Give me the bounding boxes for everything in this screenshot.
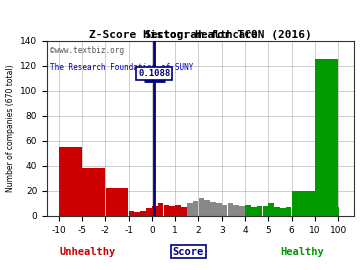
Bar	[274, 207, 280, 216]
Y-axis label: Number of companies (670 total): Number of companies (670 total)	[5, 65, 14, 192]
Bar	[257, 206, 262, 216]
Text: The Research Foundation of SUNY: The Research Foundation of SUNY	[50, 63, 194, 72]
Bar	[187, 204, 193, 216]
Bar	[146, 208, 152, 216]
Bar	[245, 205, 251, 216]
Bar	[163, 205, 169, 216]
Text: Healthy: Healthy	[280, 247, 324, 256]
Bar	[239, 206, 245, 216]
Bar	[129, 211, 134, 216]
Bar	[181, 207, 187, 216]
Bar	[262, 206, 268, 216]
Bar	[251, 207, 257, 216]
Text: Sector: Healthcare: Sector: Healthcare	[144, 31, 257, 40]
Bar	[216, 204, 222, 216]
Text: ©www.textbiz.org: ©www.textbiz.org	[50, 46, 124, 55]
Bar	[280, 208, 286, 216]
Bar	[233, 205, 239, 216]
Bar	[222, 205, 228, 216]
Bar	[204, 200, 210, 216]
Bar	[59, 147, 82, 216]
Bar	[140, 211, 146, 216]
Text: 0.1088: 0.1088	[138, 69, 171, 78]
Bar	[268, 204, 274, 216]
Bar	[338, 207, 339, 216]
Bar	[105, 188, 128, 216]
Bar	[175, 205, 181, 216]
Bar	[158, 204, 163, 216]
Bar	[292, 191, 315, 216]
Bar	[315, 59, 338, 216]
Bar	[228, 204, 233, 216]
Bar	[170, 206, 175, 216]
Text: Unhealthy: Unhealthy	[59, 247, 116, 256]
Bar	[82, 168, 105, 216]
Bar	[210, 202, 216, 216]
Text: Score: Score	[173, 247, 204, 256]
Bar	[198, 198, 204, 216]
Title: Z-Score Histogram for TCON (2016): Z-Score Histogram for TCON (2016)	[89, 30, 312, 40]
Bar	[286, 207, 292, 216]
Bar	[135, 212, 140, 216]
Bar	[193, 201, 198, 216]
Bar	[152, 206, 158, 216]
